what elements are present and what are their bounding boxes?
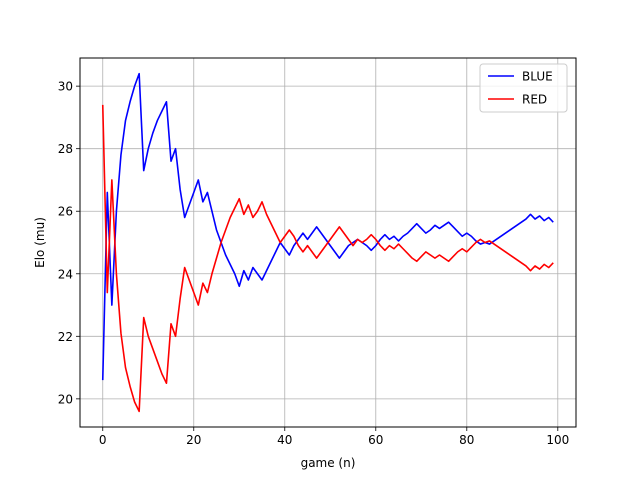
legend: BLUE RED bbox=[479, 63, 568, 113]
y-tick-label: 30 bbox=[58, 80, 73, 94]
series-lines bbox=[101, 72, 554, 413]
legend-label-blue: BLUE bbox=[522, 70, 553, 84]
y-axis-label: Elo (mu) bbox=[33, 217, 47, 268]
plot-frame bbox=[79, 57, 577, 428]
grid-lines bbox=[80, 58, 576, 427]
legend-label-red: RED bbox=[522, 93, 547, 107]
x-tick-label: 80 bbox=[459, 433, 474, 447]
x-tick-label: 20 bbox=[186, 433, 201, 447]
x-tick-label: 100 bbox=[546, 433, 569, 447]
y-tick-label: 22 bbox=[58, 330, 73, 344]
y-tick-label: 28 bbox=[58, 142, 73, 156]
series-line-red bbox=[101, 104, 554, 413]
x-axis-label: game (n) bbox=[301, 456, 356, 470]
y-tick-label: 20 bbox=[58, 392, 73, 406]
x-tick-label: 40 bbox=[277, 433, 292, 447]
y-tick-label: 26 bbox=[58, 205, 73, 219]
axis-ticks: 0 20 40 60 80 100 20 22 24 26 28 30 bbox=[58, 80, 570, 447]
y-tick-label: 24 bbox=[58, 267, 73, 281]
x-tick-label: 60 bbox=[368, 433, 383, 447]
x-tick-label: 0 bbox=[99, 433, 107, 447]
